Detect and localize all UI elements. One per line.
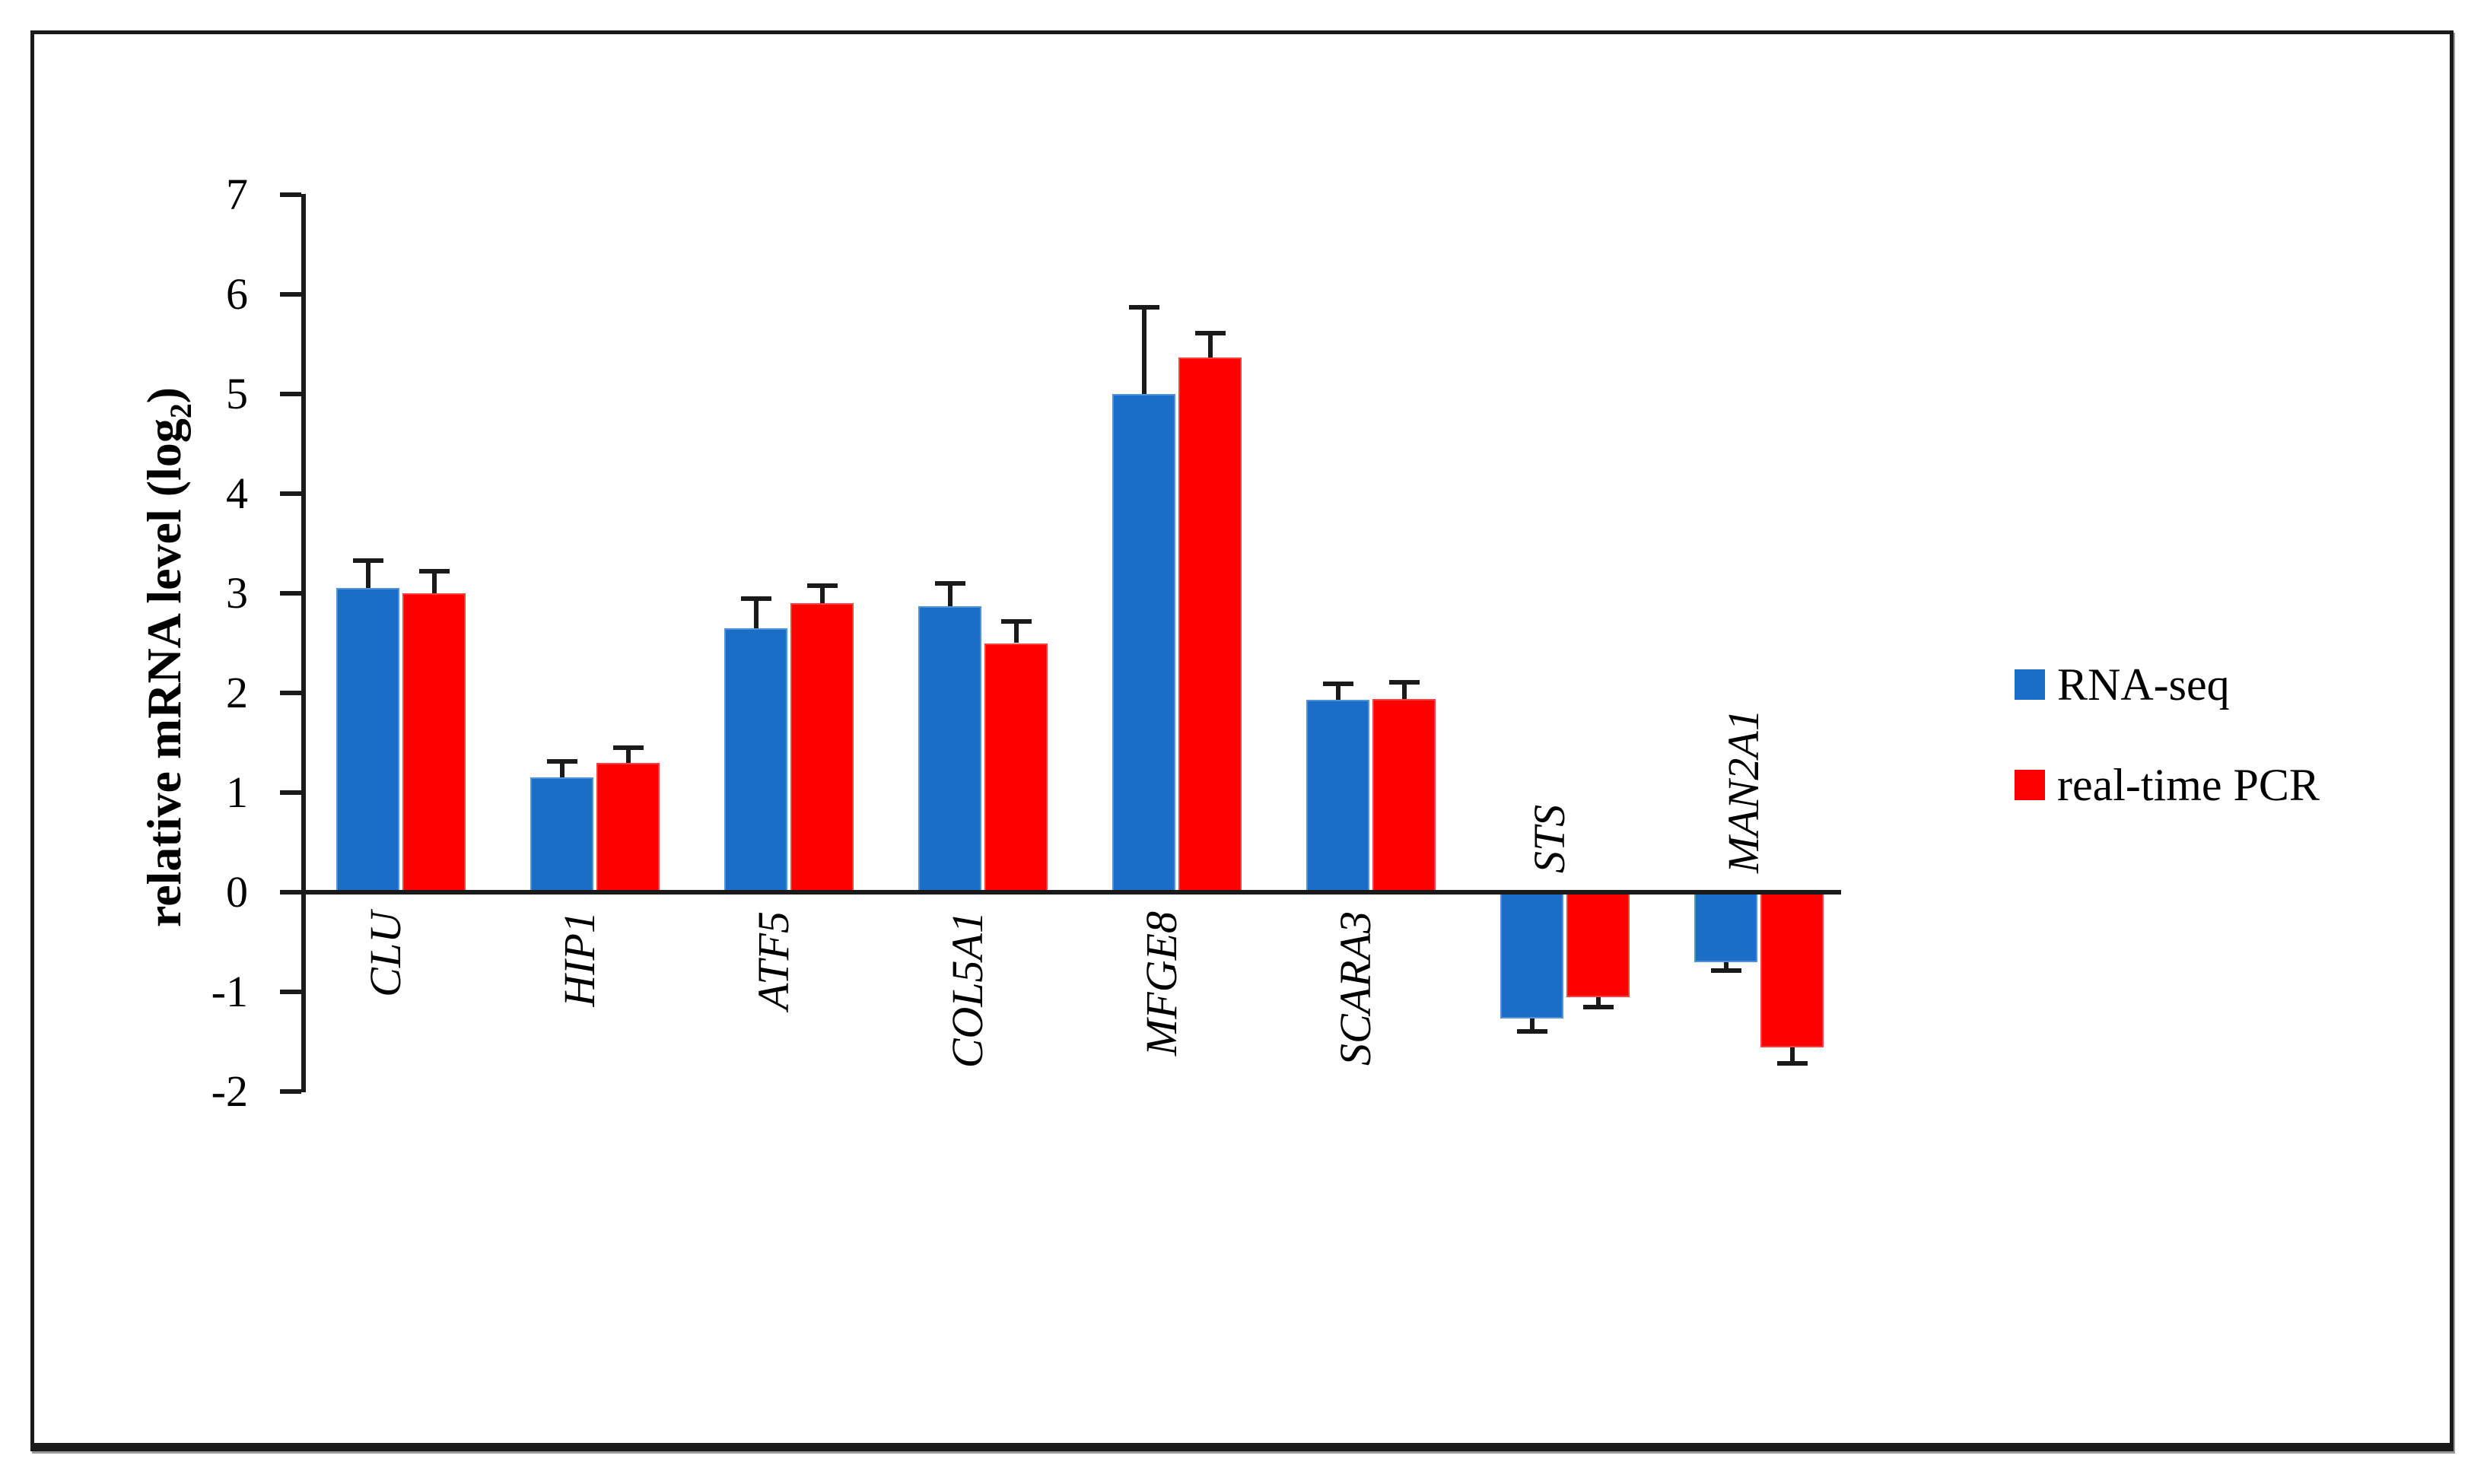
error-bar-cap (546, 759, 577, 764)
error-bar-stem (365, 560, 371, 589)
error-bar-cap (1776, 1061, 1808, 1066)
category-label-scara3: SCARA3 (1331, 911, 1380, 1066)
error-bar-cap (1128, 305, 1159, 310)
legend: RNA-seq real-time PCR (2015, 660, 2320, 861)
error-bar-cap (1388, 679, 1420, 685)
category-label-col5a1: COL5A1 (943, 911, 992, 1069)
legend-swatch-red-icon (2015, 770, 2045, 800)
error-bar-stem (559, 761, 565, 778)
bar-rna-seq-HIP1 (530, 777, 593, 892)
error-bar-cap (806, 583, 838, 588)
bar-real-time-pcr-HIP1 (596, 762, 660, 892)
bar-real-time-pcr-MFGE8 (1178, 357, 1242, 892)
error-bar-stem (753, 598, 759, 628)
error-bar-stem (1723, 961, 1728, 971)
bar-real-time-pcr-COL5A1 (984, 643, 1048, 892)
error-bar-stem (1529, 1018, 1534, 1032)
error-bar-cap (740, 596, 771, 601)
bar-real-time-pcr-CLU (402, 593, 466, 892)
y-axis-tick (280, 990, 301, 994)
x-axis-line (301, 890, 1841, 895)
category-label-atf5: ATF5 (749, 911, 798, 1010)
category-label-mfge8: MFGE8 (1137, 911, 1186, 1057)
bar-rna-seq-CLU (336, 588, 399, 892)
bar-rna-seq-STS (1500, 892, 1563, 1019)
bar-rna-seq-COL5A1 (918, 606, 981, 892)
error-bar-stem (1595, 996, 1601, 1007)
bar-rna-seq-SCARA3 (1306, 700, 1369, 892)
error-bar-cap (1322, 682, 1353, 687)
error-bar-stem (1013, 621, 1019, 643)
error-bar-cap (612, 745, 644, 751)
error-bar-stem (1141, 307, 1147, 394)
y-axis-tick (280, 1089, 301, 1094)
error-bar-cap (934, 580, 965, 586)
figure-border (30, 30, 2454, 1451)
error-bar-stem (1335, 684, 1340, 701)
y-axis-tick (280, 392, 301, 396)
y-axis-tick (280, 790, 301, 795)
y-axis-title: relative mRNA level (log2) (137, 338, 208, 977)
y-axis-title-subscript: 2 (164, 403, 198, 419)
y-axis-tick (280, 890, 301, 895)
error-bar-cap (418, 569, 450, 574)
error-bar-cap (1710, 968, 1741, 974)
y-axis-tick (280, 491, 301, 496)
legend-item-real-time-pcr: real-time PCR (2015, 761, 2320, 809)
legend-label-rna-seq: RNA-seq (2057, 659, 2230, 710)
y-tick-label--2: -2 (211, 1066, 248, 1116)
error-bar-stem (1401, 682, 1407, 699)
y-tick-label-4: 4 (226, 469, 248, 518)
y-axis-line (301, 194, 306, 1092)
y-tick-label-5: 5 (226, 369, 248, 418)
category-label-man2a1: MAN2A1 (1719, 709, 1768, 873)
category-label-sts: STS (1525, 804, 1574, 873)
y-tick-label-3: 3 (226, 568, 248, 618)
y-tick-label-6: 6 (226, 269, 248, 319)
y-axis-tick (280, 691, 301, 695)
error-bar-stem (431, 571, 437, 593)
bar-rna-seq-MFGE8 (1112, 394, 1175, 892)
bar-real-time-pcr-SCARA3 (1372, 698, 1436, 892)
legend-swatch-blue-icon (2015, 669, 2045, 700)
error-bar-cap (352, 558, 383, 563)
error-bar-stem (625, 748, 631, 763)
error-bar-stem (1789, 1047, 1795, 1064)
category-label-hip1: HIP1 (555, 911, 604, 1007)
bar-real-time-pcr-STS (1566, 892, 1630, 997)
bar-real-time-pcr-MAN2A1 (1760, 892, 1824, 1048)
y-axis-title-close: ) (137, 387, 191, 404)
error-bar-stem (819, 585, 825, 604)
category-label-clu: CLU (361, 911, 410, 997)
bar-real-time-pcr-ATF5 (790, 603, 854, 892)
y-axis-tick (280, 192, 301, 197)
legend-item-rna-seq: RNA-seq (2015, 660, 2320, 709)
y-axis-tick (280, 292, 301, 297)
bar-rna-seq-MAN2A1 (1694, 892, 1757, 962)
y-tick-label-1: 1 (226, 767, 248, 817)
error-bar-stem (1207, 333, 1213, 357)
y-tick-label-0: 0 (226, 867, 248, 917)
bar-rna-seq-ATF5 (724, 628, 787, 892)
error-bar-stem (947, 583, 953, 607)
error-bar-cap (1516, 1029, 1547, 1034)
y-tick-label--1: -1 (211, 967, 248, 1016)
error-bar-cap (1000, 618, 1032, 624)
y-tick-label-2: 2 (226, 668, 248, 717)
y-axis-tick (280, 591, 301, 596)
error-bar-cap (1582, 1004, 1614, 1009)
error-bar-cap (1194, 331, 1226, 336)
y-axis-title-text: relative mRNA level (log (137, 418, 191, 927)
legend-label-real-time-pcr: real-time PCR (2057, 760, 2320, 810)
y-tick-label-7: 7 (226, 170, 248, 219)
